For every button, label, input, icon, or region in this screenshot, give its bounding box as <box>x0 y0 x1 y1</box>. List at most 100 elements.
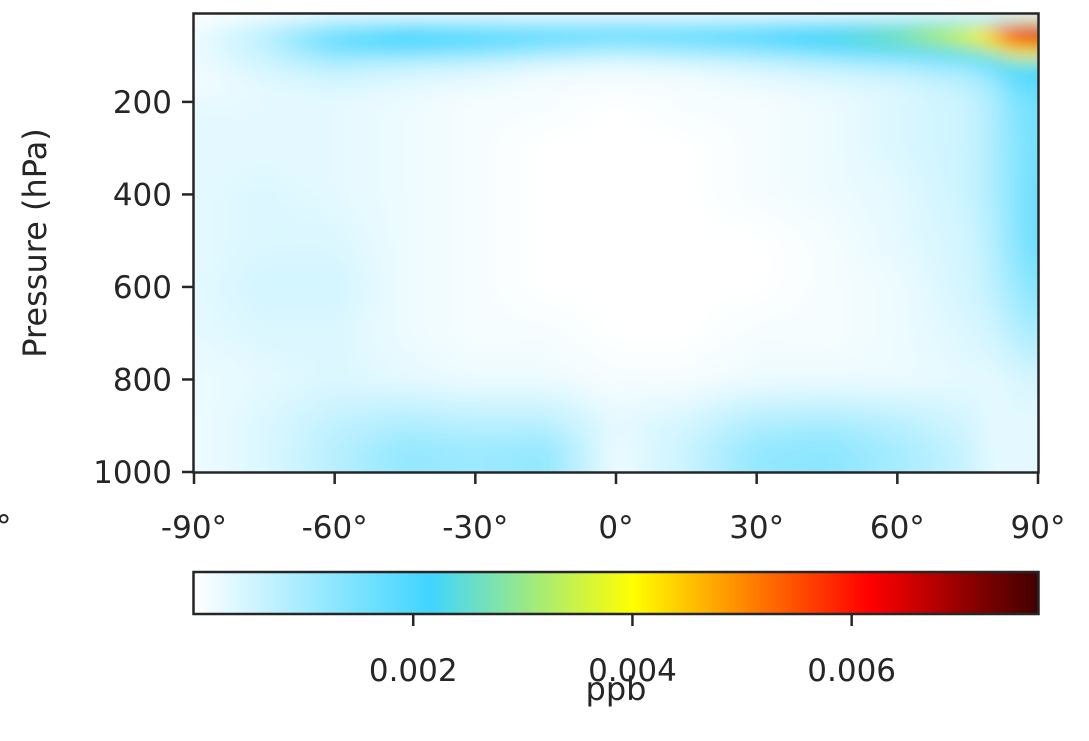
heatmap-cell <box>684 95 696 104</box>
heatmap-cell <box>272 172 283 182</box>
heatmap-cell <box>733 141 745 151</box>
heatmap-cell <box>223 95 234 104</box>
heatmap-cell <box>350 64 362 73</box>
heatmap-cell <box>449 375 460 384</box>
heatmap-cell <box>792 172 804 182</box>
heatmap-cell <box>498 289 509 299</box>
heatmap-cell <box>841 118 853 127</box>
heatmap-cell <box>861 79 872 88</box>
heatmap-cell <box>507 351 519 361</box>
heatmap-cell <box>566 390 578 400</box>
heatmap-cell <box>449 141 460 151</box>
heatmap-cell <box>812 297 823 306</box>
heatmap-cell <box>1028 359 1038 369</box>
heatmap-cell <box>331 180 342 190</box>
heatmap-cell <box>566 157 578 166</box>
heatmap-cell <box>340 149 352 159</box>
heatmap-cell <box>468 157 480 166</box>
heatmap-cell <box>282 383 293 392</box>
heatmap-cell <box>312 0 322 2</box>
heatmap-cell <box>694 375 705 384</box>
heatmap-cell <box>291 25 303 34</box>
heatmap-cell <box>262 40 273 50</box>
heatmap-cell <box>616 390 627 400</box>
heatmap-cell <box>576 328 588 337</box>
heatmap-cell <box>232 297 244 306</box>
heatmap-cell <box>871 305 882 314</box>
heatmap-cell <box>1018 48 1030 57</box>
heatmap-cell <box>468 126 480 135</box>
heatmap-cell <box>458 274 470 283</box>
heatmap-cell <box>390 118 401 127</box>
heatmap-cell <box>537 141 548 151</box>
heatmap-cell <box>841 180 853 190</box>
heatmap-cell <box>616 95 627 104</box>
heatmap-cell <box>782 157 794 166</box>
heatmap-cell <box>969 250 981 260</box>
heatmap-cell <box>724 375 735 384</box>
heatmap-cell <box>301 266 313 275</box>
heatmap-cell <box>586 95 597 104</box>
heatmap-cell <box>282 134 293 143</box>
heatmap-cell <box>272 406 283 415</box>
heatmap-cell <box>557 40 568 50</box>
heatmap-cell <box>930 87 941 96</box>
heatmap-cell <box>763 289 774 299</box>
heatmap-cell <box>282 351 293 361</box>
heatmap-cell <box>488 118 499 127</box>
heatmap-cell <box>399 243 411 252</box>
heatmap-cell <box>429 235 440 244</box>
heatmap-cell <box>684 14 696 18</box>
heatmap-cell <box>360 180 372 190</box>
heatmap-cell <box>350 274 362 283</box>
heatmap-cell <box>586 32 597 42</box>
heatmap-cell <box>694 64 705 73</box>
heatmap-cell <box>468 102 480 112</box>
heatmap-cell <box>1028 134 1038 143</box>
heatmap-cell <box>537 266 548 275</box>
heatmap-cell <box>782 196 794 205</box>
heatmap-cell <box>498 297 509 306</box>
heatmap-cell <box>753 266 764 275</box>
heatmap-cell <box>350 188 362 197</box>
heatmap-cell <box>203 32 214 42</box>
heatmap-cell <box>635 17 647 26</box>
heatmap-cell <box>812 227 823 236</box>
heatmap-cell <box>606 250 617 260</box>
heatmap-cell <box>439 383 450 392</box>
heatmap-cell <box>920 375 931 384</box>
heatmap-cell <box>753 336 764 345</box>
heatmap-cell <box>508 2 518 10</box>
heatmap-cell <box>832 0 842 2</box>
heatmap-cell <box>174 142 184 150</box>
heatmap-cell <box>1018 149 1030 159</box>
heatmap-cell <box>900 351 912 361</box>
heatmap-cell <box>999 359 1010 369</box>
heatmap-cell <box>419 149 430 159</box>
heatmap-cell <box>979 32 990 42</box>
heatmap-cell <box>194 71 205 81</box>
heatmap-cell <box>694 196 705 205</box>
heatmap-cell <box>272 297 283 306</box>
heatmap-cell <box>566 320 578 330</box>
heatmap-cell <box>498 211 509 221</box>
heatmap-cell <box>704 359 715 369</box>
heatmap-cell <box>488 305 499 314</box>
heatmap-cell <box>576 149 588 159</box>
heatmap-cell <box>478 398 489 408</box>
heatmap-cell <box>478 14 489 18</box>
heatmap-cell <box>714 250 725 260</box>
heatmap-cell <box>409 40 421 50</box>
heatmap-cell <box>832 305 843 314</box>
heatmap-cell <box>1028 414 1038 423</box>
heatmap-cell <box>743 196 755 205</box>
heatmap-cell <box>694 79 705 88</box>
heatmap-cell <box>380 71 391 81</box>
heatmap-cell <box>969 351 981 361</box>
heatmap-cell <box>861 281 872 291</box>
heatmap-cell <box>498 134 509 143</box>
heatmap-cell <box>743 250 755 260</box>
heatmap-cell <box>606 398 617 408</box>
heatmap-cell <box>999 157 1010 166</box>
heatmap-cell <box>969 390 981 400</box>
